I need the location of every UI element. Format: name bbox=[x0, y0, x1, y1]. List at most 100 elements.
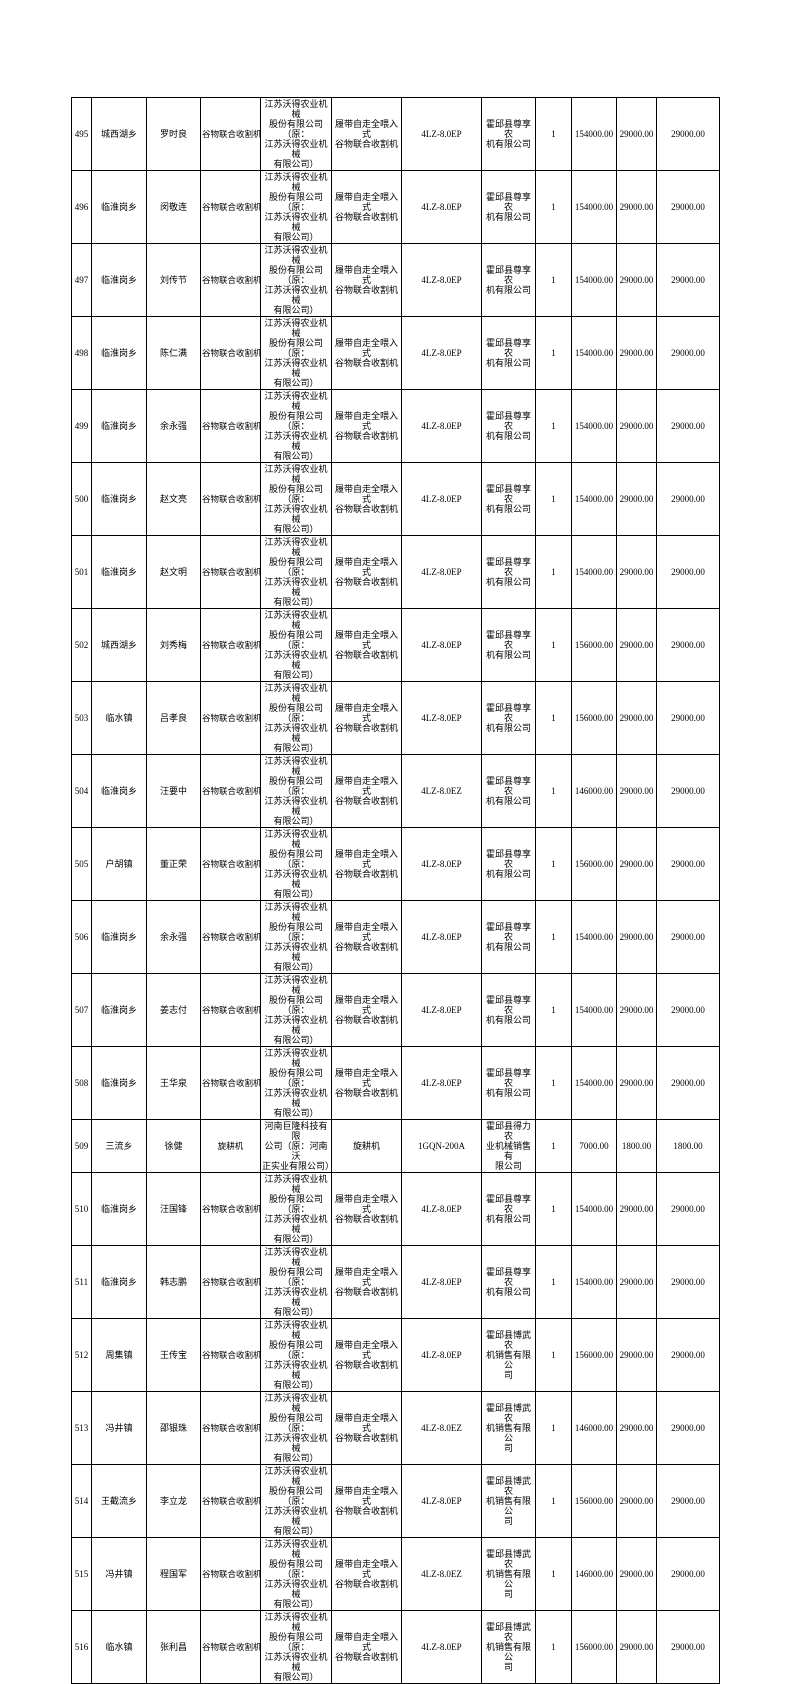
cell-manufacturer: 江苏沃得农业机械 股份有限公司（原： 江苏沃得农业机械 有限公司） bbox=[260, 1245, 332, 1319]
cell-dealer: 霍邱县尊享农 机有限公司 bbox=[481, 681, 536, 755]
cell-township: 冯井镇 bbox=[91, 1537, 147, 1611]
cell-seq: 499 bbox=[71, 389, 92, 463]
cell-total_subsidy: 29000.00 bbox=[656, 1537, 720, 1611]
cell-unit_subsidy: 29000.00 bbox=[616, 1610, 657, 1684]
cell-machine_type: 谷物联合收割机 bbox=[200, 389, 261, 463]
cell-machine_type: 谷物联合收割机 bbox=[200, 1610, 261, 1684]
cell-name: 李立龙 bbox=[146, 1464, 201, 1538]
cell-seq: 507 bbox=[71, 973, 92, 1047]
cell-total_subsidy: 29000.00 bbox=[656, 1464, 720, 1538]
cell-quantity: 1 bbox=[535, 900, 572, 974]
table-row: 512 周集镇 王传宝 谷物联合收割机 江苏沃得农业机械 股份有限公司（原： 江苏沃得农… bbox=[71, 1318, 720, 1392]
cell-price: 156000.00 bbox=[571, 827, 617, 901]
cell-model: 1GQN-200A bbox=[401, 1119, 482, 1173]
cell-machine_type: 谷物联合收割机 bbox=[200, 681, 261, 755]
table-row: 510 临淮岗乡 汪国锋 谷物联合收割机 江苏沃得农业机械 股份有限公司（原： 江苏沃得… bbox=[71, 1172, 720, 1246]
cell-name: 汪要中 bbox=[146, 754, 201, 828]
cell-seq: 512 bbox=[71, 1318, 92, 1392]
cell-quantity: 1 bbox=[535, 1119, 572, 1173]
cell-seq: 502 bbox=[71, 608, 92, 682]
cell-model: 4LZ-8.0EP bbox=[401, 973, 482, 1047]
cell-manufacturer: 江苏沃得农业机械 股份有限公司（原： 江苏沃得农业机械 有限公司） bbox=[260, 608, 332, 682]
cell-township: 临淮岗乡 bbox=[91, 900, 147, 974]
cell-quantity: 1 bbox=[535, 827, 572, 901]
cell-township: 临淮岗乡 bbox=[91, 973, 147, 1047]
cell-total_subsidy: 29000.00 bbox=[656, 1245, 720, 1319]
table-row: 495 城西湖乡 罗时良 谷物联合收割机 江苏沃得农业机械 股份有限公司（原： 江苏沃得… bbox=[71, 97, 720, 171]
cell-dealer: 霍邱县尊享农 机有限公司 bbox=[481, 754, 536, 828]
cell-model: 4LZ-8.0EZ bbox=[401, 1391, 482, 1465]
cell-manufacturer: 江苏沃得农业机械 股份有限公司（原： 江苏沃得农业机械 有限公司） bbox=[260, 389, 332, 463]
cell-total_subsidy: 29000.00 bbox=[656, 900, 720, 974]
cell-township: 临淮岗乡 bbox=[91, 754, 147, 828]
cell-product: 履带自走全喂入式 谷物联合收割机 bbox=[331, 1464, 402, 1538]
cell-name: 余永强 bbox=[146, 900, 201, 974]
cell-price: 154000.00 bbox=[571, 389, 617, 463]
cell-unit_subsidy: 29000.00 bbox=[616, 1172, 657, 1246]
cell-dealer: 霍邱县尊享农 机有限公司 bbox=[481, 900, 536, 974]
cell-dealer: 霍邱县博武农 机销售有限公 司 bbox=[481, 1318, 536, 1392]
cell-manufacturer: 江苏沃得农业机械 股份有限公司（原： 江苏沃得农业机械 有限公司） bbox=[260, 1391, 332, 1465]
cell-machine_type: 谷物联合收割机 bbox=[200, 316, 261, 390]
cell-seq: 506 bbox=[71, 900, 92, 974]
cell-unit_subsidy: 29000.00 bbox=[616, 170, 657, 244]
cell-quantity: 1 bbox=[535, 462, 572, 536]
cell-name: 闵敬连 bbox=[146, 170, 201, 244]
cell-township: 临淮岗乡 bbox=[91, 1245, 147, 1319]
cell-seq: 516 bbox=[71, 1610, 92, 1684]
cell-total_subsidy: 29000.00 bbox=[656, 389, 720, 463]
cell-quantity: 1 bbox=[535, 1046, 572, 1120]
cell-unit_subsidy: 29000.00 bbox=[616, 97, 657, 171]
cell-price: 156000.00 bbox=[571, 1610, 617, 1684]
cell-machine_type: 旋耕机 bbox=[200, 1119, 261, 1173]
cell-model: 4LZ-8.0EP bbox=[401, 1046, 482, 1120]
cell-seq: 511 bbox=[71, 1245, 92, 1319]
cell-total_subsidy: 29000.00 bbox=[656, 1046, 720, 1120]
cell-total_subsidy: 29000.00 bbox=[656, 170, 720, 244]
table-row: 506 临淮岗乡 余永强 谷物联合收割机 江苏沃得农业机械 股份有限公司（原： 江苏沃得… bbox=[71, 900, 720, 974]
table-row: 511 临淮岗乡 韩志鹏 谷物联合收割机 江苏沃得农业机械 股份有限公司（原： 江苏沃得… bbox=[71, 1245, 720, 1319]
cell-unit_subsidy: 29000.00 bbox=[616, 1391, 657, 1465]
table-row: 496 临淮岗乡 闵敬连 谷物联合收割机 江苏沃得农业机械 股份有限公司（原： 江苏沃得… bbox=[71, 170, 720, 244]
cell-price: 154000.00 bbox=[571, 97, 617, 171]
cell-price: 154000.00 bbox=[571, 170, 617, 244]
table-row: 501 临淮岗乡 赵文明 谷物联合收割机 江苏沃得农业机械 股份有限公司（原： 江苏沃得… bbox=[71, 535, 720, 609]
cell-manufacturer: 江苏沃得农业机械 股份有限公司（原： 江苏沃得农业机械 有限公司） bbox=[260, 1537, 332, 1611]
cell-township: 城西湖乡 bbox=[91, 608, 147, 682]
cell-price: 146000.00 bbox=[571, 1537, 617, 1611]
cell-product: 履带自走全喂入式 谷物联合收割机 bbox=[331, 1391, 402, 1465]
table-row: 499 临淮岗乡 余永强 谷物联合收割机 江苏沃得农业机械 股份有限公司（原： 江苏沃得… bbox=[71, 389, 720, 463]
cell-manufacturer: 河南巨隆科技有限 公司（原：河南沃 正实业有限公司） bbox=[260, 1119, 332, 1173]
cell-manufacturer: 江苏沃得农业机械 股份有限公司（原： 江苏沃得农业机械 有限公司） bbox=[260, 1610, 332, 1684]
cell-product: 履带自走全喂入式 谷物联合收割机 bbox=[331, 97, 402, 171]
cell-total_subsidy: 29000.00 bbox=[656, 97, 720, 171]
cell-product: 履带自走全喂入式 谷物联合收割机 bbox=[331, 1537, 402, 1611]
cell-name: 张利昌 bbox=[146, 1610, 201, 1684]
table-row: 515 冯井镇 程国军 谷物联合收割机 江苏沃得农业机械 股份有限公司（原： 江苏沃得农… bbox=[71, 1537, 720, 1611]
cell-seq: 513 bbox=[71, 1391, 92, 1465]
subsidy-records-table: 495 城西湖乡 罗时良 谷物联合收割机 江苏沃得农业机械 股份有限公司（原： 江苏沃得… bbox=[71, 97, 720, 1684]
cell-price: 7000.00 bbox=[571, 1119, 617, 1173]
cell-model: 4LZ-8.0EP bbox=[401, 608, 482, 682]
cell-dealer: 霍邱县尊享农 机有限公司 bbox=[481, 316, 536, 390]
cell-unit_subsidy: 29000.00 bbox=[616, 1537, 657, 1611]
cell-price: 156000.00 bbox=[571, 681, 617, 755]
cell-price: 154000.00 bbox=[571, 973, 617, 1047]
cell-quantity: 1 bbox=[535, 1464, 572, 1538]
cell-manufacturer: 江苏沃得农业机械 股份有限公司（原： 江苏沃得农业机械 有限公司） bbox=[260, 316, 332, 390]
cell-total_subsidy: 29000.00 bbox=[656, 316, 720, 390]
cell-township: 临淮岗乡 bbox=[91, 170, 147, 244]
cell-machine_type: 谷物联合收割机 bbox=[200, 170, 261, 244]
cell-model: 4LZ-8.0EP bbox=[401, 316, 482, 390]
cell-quantity: 1 bbox=[535, 681, 572, 755]
cell-township: 临淮岗乡 bbox=[91, 389, 147, 463]
cell-price: 154000.00 bbox=[571, 243, 617, 317]
cell-dealer: 霍邱县尊享农 机有限公司 bbox=[481, 97, 536, 171]
cell-dealer: 霍邱县博武农 机销售有限公 司 bbox=[481, 1391, 536, 1465]
cell-price: 156000.00 bbox=[571, 1318, 617, 1392]
cell-total_subsidy: 29000.00 bbox=[656, 535, 720, 609]
cell-seq: 501 bbox=[71, 535, 92, 609]
cell-township: 临淮岗乡 bbox=[91, 462, 147, 536]
cell-manufacturer: 江苏沃得农业机械 股份有限公司（原： 江苏沃得农业机械 有限公司） bbox=[260, 1172, 332, 1246]
cell-machine_type: 谷物联合收割机 bbox=[200, 900, 261, 974]
